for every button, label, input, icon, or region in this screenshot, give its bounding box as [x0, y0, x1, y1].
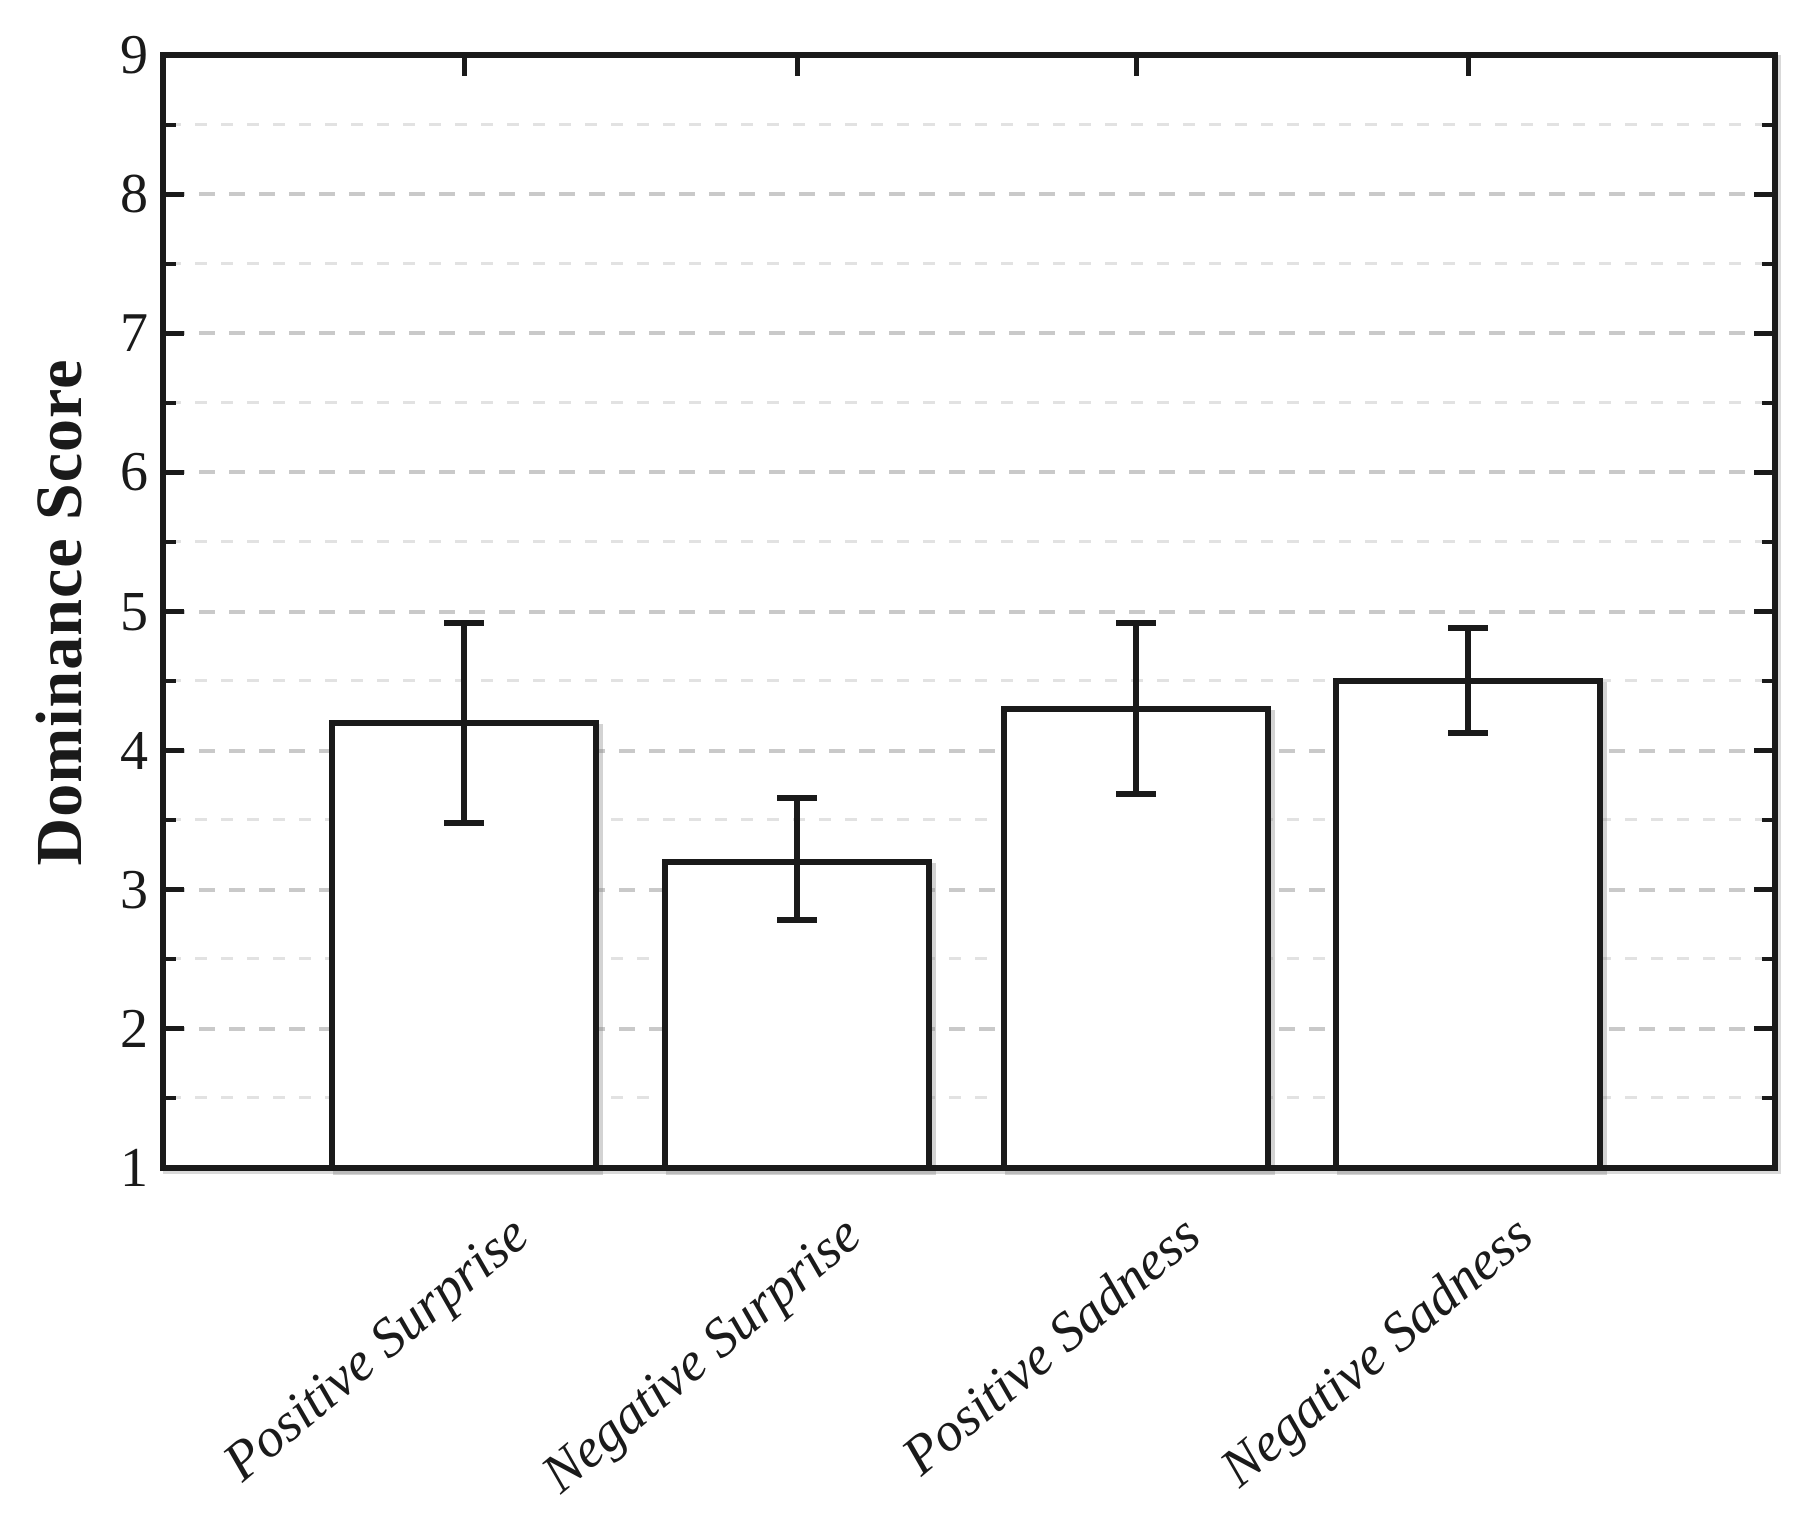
- gridline-minor-2.5: [169, 957, 1769, 961]
- gridline-minor-4.5: [169, 679, 1769, 683]
- y-tick-right-5.5: [1762, 539, 1772, 544]
- error-bar-cap-top-negative-sadness: [1448, 625, 1488, 632]
- y-tick-right-2: [1754, 1026, 1772, 1032]
- gridline-major-7: [169, 331, 1769, 336]
- error-bar-stem-negative-sadness: [1465, 628, 1471, 733]
- y-axis-title: Dominance Score: [23, 358, 96, 866]
- gridline-minor-8.5: [169, 122, 1769, 126]
- y-tick-left-8.5: [166, 122, 176, 127]
- y-tick-right-3.5: [1762, 818, 1772, 823]
- gridline-major-4: [169, 748, 1769, 753]
- error-bar-stem-positive-sadness: [1133, 622, 1139, 794]
- error-bar-cap-bottom-positive-sadness: [1116, 790, 1156, 797]
- y-tick-left-4.5: [166, 679, 176, 684]
- gridline-minor-1.5: [169, 1096, 1769, 1100]
- y-tick-right-8.5: [1762, 122, 1772, 127]
- y-tick-right-6: [1754, 469, 1772, 475]
- x-tick-label-negative-sadness: Negative Sadness: [1207, 1202, 1543, 1498]
- y-tick-right-3: [1754, 887, 1772, 893]
- y-tick-right-5: [1754, 609, 1772, 614]
- y-tick-right-8: [1754, 191, 1772, 197]
- y-tick-label-7: 7: [120, 302, 148, 365]
- y-tick-right-1.5: [1762, 1096, 1772, 1101]
- error-bar-cap-bottom-positive-surprise: [444, 819, 484, 826]
- y-tick-label-4: 4: [120, 719, 148, 782]
- x-tick-label-positive-sadness: Positive Sadness: [889, 1202, 1211, 1487]
- y-tick-label-9: 9: [120, 24, 148, 86]
- gridline-minor-5.5: [169, 539, 1769, 543]
- error-bar-cap-top-positive-surprise: [444, 619, 484, 626]
- y-tick-label-1: 1: [120, 1137, 148, 1199]
- y-tick-right-7: [1754, 330, 1772, 336]
- y-tick-label-2: 2: [120, 997, 148, 1060]
- x-tick-top-negative-surprise: [795, 58, 800, 76]
- y-tick-left-6: [166, 469, 184, 475]
- error-bar-cap-bottom-negative-sadness: [1448, 729, 1488, 736]
- y-tick-left-8: [166, 191, 184, 197]
- x-tick-top-positive-surprise: [462, 58, 467, 76]
- gridline-major-8: [169, 192, 1769, 197]
- y-tick-right-2.5: [1762, 957, 1772, 962]
- error-bar-stem-negative-surprise: [794, 797, 800, 921]
- y-tick-left-5.5: [166, 539, 176, 544]
- y-tick-right-7.5: [1762, 261, 1772, 266]
- gridline-minor-6.5: [169, 400, 1769, 404]
- y-tick-left-2: [166, 1026, 184, 1032]
- y-tick-left-6.5: [166, 400, 176, 405]
- y-tick-label-6: 6: [120, 441, 148, 504]
- x-tick-label-positive-surprise: Positive Surprise: [210, 1202, 539, 1493]
- y-tick-label-3: 3: [120, 858, 148, 921]
- gridline-major-5: [169, 609, 1769, 614]
- y-tick-right-4: [1754, 748, 1772, 754]
- gridline-minor-3.5: [169, 818, 1769, 822]
- error-bar-cap-top-positive-sadness: [1116, 619, 1156, 626]
- x-tick-top-positive-sadness: [1134, 58, 1139, 76]
- y-tick-label-5: 5: [120, 580, 148, 643]
- error-bar-stem-positive-surprise: [461, 622, 467, 823]
- y-tick-left-4: [166, 748, 184, 754]
- y-tick-left-7: [166, 330, 184, 336]
- y-tick-left-3.5: [166, 818, 176, 823]
- gridline-major-6: [169, 470, 1769, 475]
- y-tick-left-2.5: [166, 957, 176, 962]
- y-tick-right-6.5: [1762, 400, 1772, 405]
- y-tick-left-5: [166, 609, 184, 614]
- x-tick-top-negative-sadness: [1466, 58, 1471, 76]
- gridline-minor-7.5: [169, 261, 1769, 265]
- y-tick-left-7.5: [166, 261, 176, 266]
- gridline-major-3: [169, 887, 1769, 892]
- y-tick-left-1.5: [166, 1096, 176, 1101]
- y-tick-label-8: 8: [120, 163, 148, 226]
- error-bar-cap-top-negative-surprise: [777, 794, 817, 801]
- x-tick-label-negative-surprise: Negative Surprise: [529, 1202, 872, 1504]
- gridline-major-2: [169, 1026, 1769, 1031]
- y-tick-left-3: [166, 887, 184, 893]
- y-tick-right-4.5: [1762, 679, 1772, 684]
- bar-negative-sadness: [1333, 678, 1603, 1171]
- error-bar-cap-bottom-negative-surprise: [777, 917, 817, 924]
